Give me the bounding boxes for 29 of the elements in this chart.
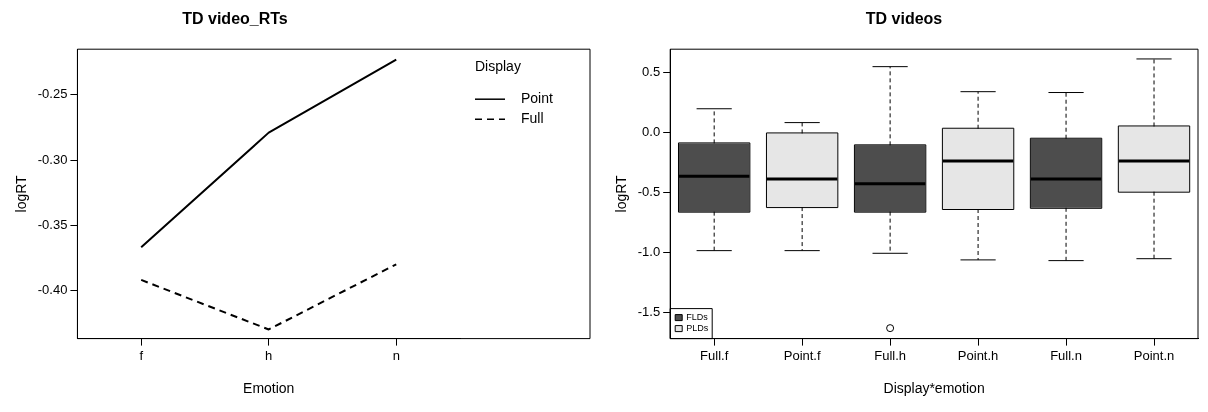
y-tick-label: -0.30 [37, 151, 68, 167]
chart-title: TD videos [865, 10, 943, 28]
y-tick-label: -1.5 [637, 304, 661, 320]
legend-label: Point [521, 90, 554, 107]
y-tick-label: 0.0 [642, 123, 661, 139]
x-tick-label: n [392, 347, 400, 363]
y-tick-label: -0.35 [37, 216, 68, 232]
x-tick-label: h [265, 347, 273, 363]
x-axis-title: Emotion [243, 380, 295, 397]
y-tick-label: -1.0 [637, 244, 661, 260]
x-tick-label: Point.n [1133, 347, 1175, 363]
y-tick-label: -0.5 [637, 183, 661, 199]
legend-label: Full [521, 110, 544, 127]
legend-label: FLDs [686, 312, 709, 323]
x-tick-label: Point.f [783, 347, 821, 363]
legend-label: PLDs [686, 323, 709, 334]
x-axis-title: Display*emotion [883, 380, 985, 397]
y-tick-label: -0.25 [37, 86, 68, 102]
x-tick-label: Full.f [700, 347, 729, 363]
x-tick-label: Full.h [874, 347, 907, 363]
x-tick-label: Point.h [957, 347, 999, 363]
y-tick-label: -0.40 [37, 281, 68, 297]
y-tick-label: 0.5 [642, 63, 661, 79]
y-axis-title: logRT [13, 174, 30, 213]
x-tick-label: f [139, 347, 144, 363]
y-axis-title: logRT [613, 174, 630, 213]
legend-title: Display [475, 58, 521, 75]
chart-title: TD video_RTs [182, 10, 288, 28]
x-tick-label: Full.n [1050, 347, 1082, 363]
